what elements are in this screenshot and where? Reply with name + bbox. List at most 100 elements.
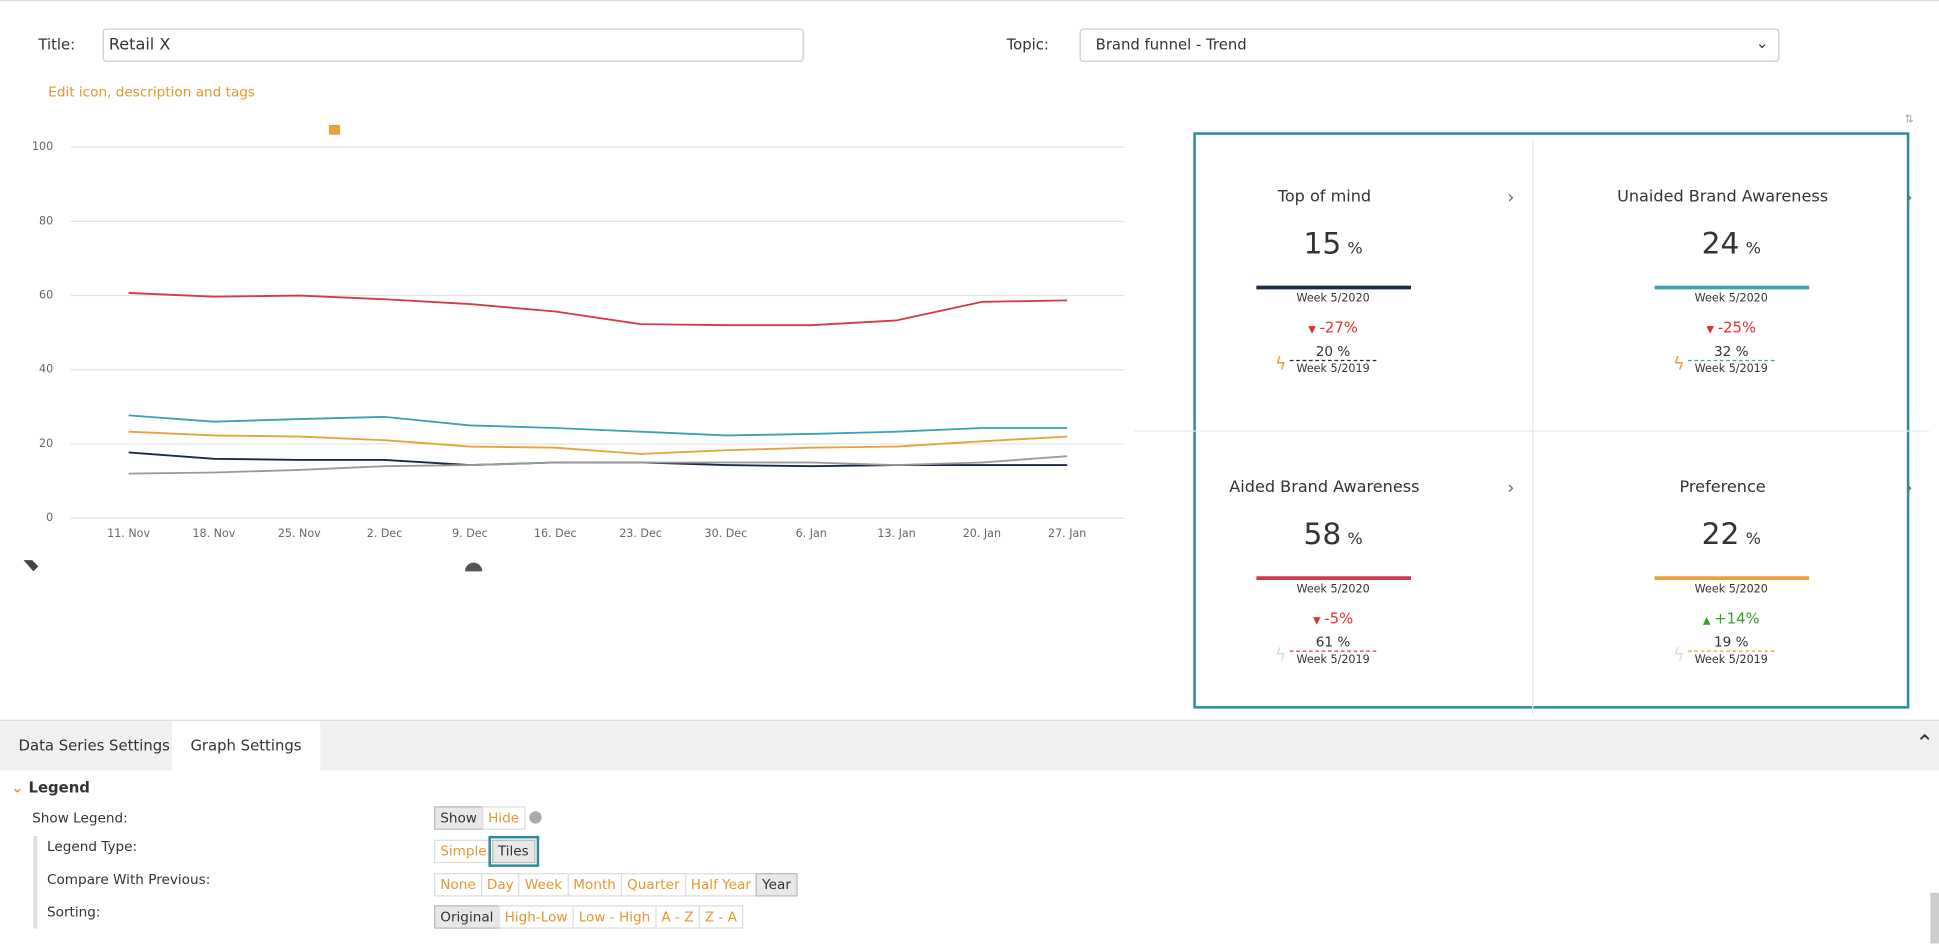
- collapse-icon[interactable]: ⌃: [1915, 730, 1935, 757]
- option[interactable]: Month: [567, 873, 623, 897]
- option-selected[interactable]: Tiles: [487, 835, 539, 867]
- tile-change: -27%: [1319, 319, 1358, 337]
- option[interactable]: Simple: [434, 839, 493, 864]
- x-tick-label: 25. Nov: [278, 527, 321, 540]
- option[interactable]: Low - High: [572, 905, 657, 929]
- x-tick-label: 20. Jan: [963, 527, 1001, 540]
- title-label: Title:: [38, 35, 76, 54]
- tile-title: Top of mind: [1277, 187, 1372, 207]
- tile-value-wrap: 22%: [1608, 517, 1855, 552]
- y-tick-label: 40: [39, 363, 53, 376]
- option[interactable]: None: [434, 873, 482, 897]
- y-tick-label: 60: [39, 289, 53, 302]
- comment-icon[interactable]: [328, 124, 341, 135]
- tile-previous-period: Week 5/2019: [1296, 654, 1370, 667]
- option[interactable]: Z - A: [698, 905, 744, 929]
- tile-previous: 20 %: [1289, 344, 1377, 362]
- option-selected[interactable]: Show: [434, 806, 484, 830]
- option[interactable]: Quarter: [620, 873, 686, 897]
- tile-title: Preference: [1679, 478, 1766, 498]
- change-arrow: ▲: [1702, 614, 1711, 626]
- tile-divider: [1532, 140, 1534, 718]
- option[interactable]: Day: [480, 873, 520, 897]
- tile-divider: [1133, 430, 1930, 432]
- tile-value: 24: [1701, 226, 1740, 261]
- title-input[interactable]: Retail X: [102, 28, 804, 62]
- option[interactable]: Half Year: [684, 873, 758, 897]
- tile-change-wrap: ▼ -25%: [1608, 319, 1855, 336]
- tile-change-wrap: ▲ +14%: [1608, 610, 1855, 627]
- option-selected[interactable]: Year: [755, 873, 798, 897]
- option-group: Simple Tiles: [434, 835, 539, 867]
- tile-previous-period: Week 5/2019: [1296, 363, 1370, 376]
- setting-label: Legend Type:: [46, 838, 138, 855]
- tile-color-bar: [1654, 576, 1810, 580]
- option[interactable]: Week: [518, 873, 569, 897]
- series-line: [128, 455, 1068, 475]
- tile-color-bar: [1256, 285, 1411, 290]
- y-tick-label: 0: [46, 511, 53, 524]
- tiles-area: ⇅ Top of mind 15% Week 5/2020 ▼ -27% 20 % Week…: [1133, 113, 1930, 718]
- tile-previous: 61 %: [1289, 635, 1377, 652]
- tile-period: Week 5/2020: [1296, 293, 1370, 306]
- info-icon[interactable]: [529, 811, 542, 824]
- topic-select[interactable]: Brand funnel - Trend ⌄: [1079, 28, 1780, 62]
- tile-arrow[interactable]: ›: [1905, 187, 1913, 208]
- change-arrow: ▼: [1308, 323, 1316, 336]
- tile-change: -25%: [1717, 319, 1757, 337]
- edit-link[interactable]: Edit icon, description and tags: [48, 84, 256, 101]
- y-tick-label: 80: [39, 214, 53, 227]
- bolt-icon: ϟ: [1673, 354, 1685, 375]
- topic-label: Topic:: [1006, 35, 1049, 54]
- tile-previous-period: Week 5/2019: [1694, 363, 1768, 376]
- bolt-icon: ϟ: [1274, 354, 1287, 375]
- tile-period: Week 5/2020: [1694, 293, 1768, 306]
- option-group: None Day Week Month Quarter Half Year Year: [434, 873, 798, 897]
- option-group: Show Hide: [434, 806, 526, 830]
- option-selected[interactable]: Original: [434, 905, 500, 929]
- tile-value-wrap: 24%: [1608, 226, 1855, 261]
- tile-value-wrap: 58%: [1209, 517, 1456, 552]
- x-tick-label: 18. Nov: [192, 527, 235, 540]
- tile-change: +14%: [1714, 609, 1760, 627]
- tag-icon[interactable]: [23, 560, 39, 572]
- sort-icon[interactable]: ⇅: [1904, 113, 1914, 127]
- x-tick-label: 9. Dec: [452, 527, 488, 540]
- tile-arrow[interactable]: ›: [1507, 478, 1515, 499]
- x-tick-label: 6. Jan: [796, 527, 827, 540]
- x-tick-label: 30. Dec: [705, 527, 748, 540]
- tile-arrow[interactable]: ›: [1507, 187, 1515, 208]
- indent-bar: [33, 835, 38, 929]
- tile-title: Aided Brand Awareness: [1229, 478, 1420, 498]
- y-tick-label: 20: [39, 437, 53, 450]
- chart: 0 20 40 60 80 100 11. Nov 18. Nov 25. Nov 2. Dec 9…: [23, 124, 1125, 572]
- tab[interactable]: Data Series Settings: [18, 737, 170, 755]
- bolt-icon: ϟ: [1673, 645, 1685, 666]
- tile-arrow[interactable]: ›: [1905, 478, 1913, 499]
- option[interactable]: Hide: [481, 806, 526, 830]
- tile-previous: 32 %: [1687, 344, 1775, 362]
- setting-label: Compare With Previous:: [46, 871, 211, 888]
- gauge-icon[interactable]: [464, 562, 483, 572]
- tile-previous: 19 %: [1687, 635, 1775, 652]
- tile-value-wrap: 15%: [1209, 226, 1456, 261]
- x-tick-label: 27. Jan: [1048, 527, 1086, 540]
- x-tick-label: 16. Dec: [534, 527, 577, 540]
- tile-change: -5%: [1324, 609, 1354, 627]
- x-tick-label: 23. Dec: [619, 527, 662, 540]
- tile-change-wrap: ▼ -5%: [1209, 610, 1456, 627]
- tile-previous-period: Week 5/2019: [1694, 654, 1768, 667]
- x-tick-label: 2. Dec: [367, 527, 403, 540]
- section-header[interactable]: ⌄ Legend: [11, 779, 90, 796]
- series-line: [128, 292, 1068, 327]
- option[interactable]: A - Z: [655, 905, 700, 929]
- tile-value: 58: [1303, 516, 1342, 552]
- option[interactable]: High-Low: [498, 905, 574, 929]
- tiles-frame: [1193, 132, 1910, 709]
- section-title: Legend: [28, 779, 90, 797]
- tile-change-wrap: ▼ -27%: [1209, 319, 1456, 336]
- scrollbar[interactable]: [1930, 892, 1939, 944]
- tab-active[interactable]: Graph Settings: [171, 720, 321, 772]
